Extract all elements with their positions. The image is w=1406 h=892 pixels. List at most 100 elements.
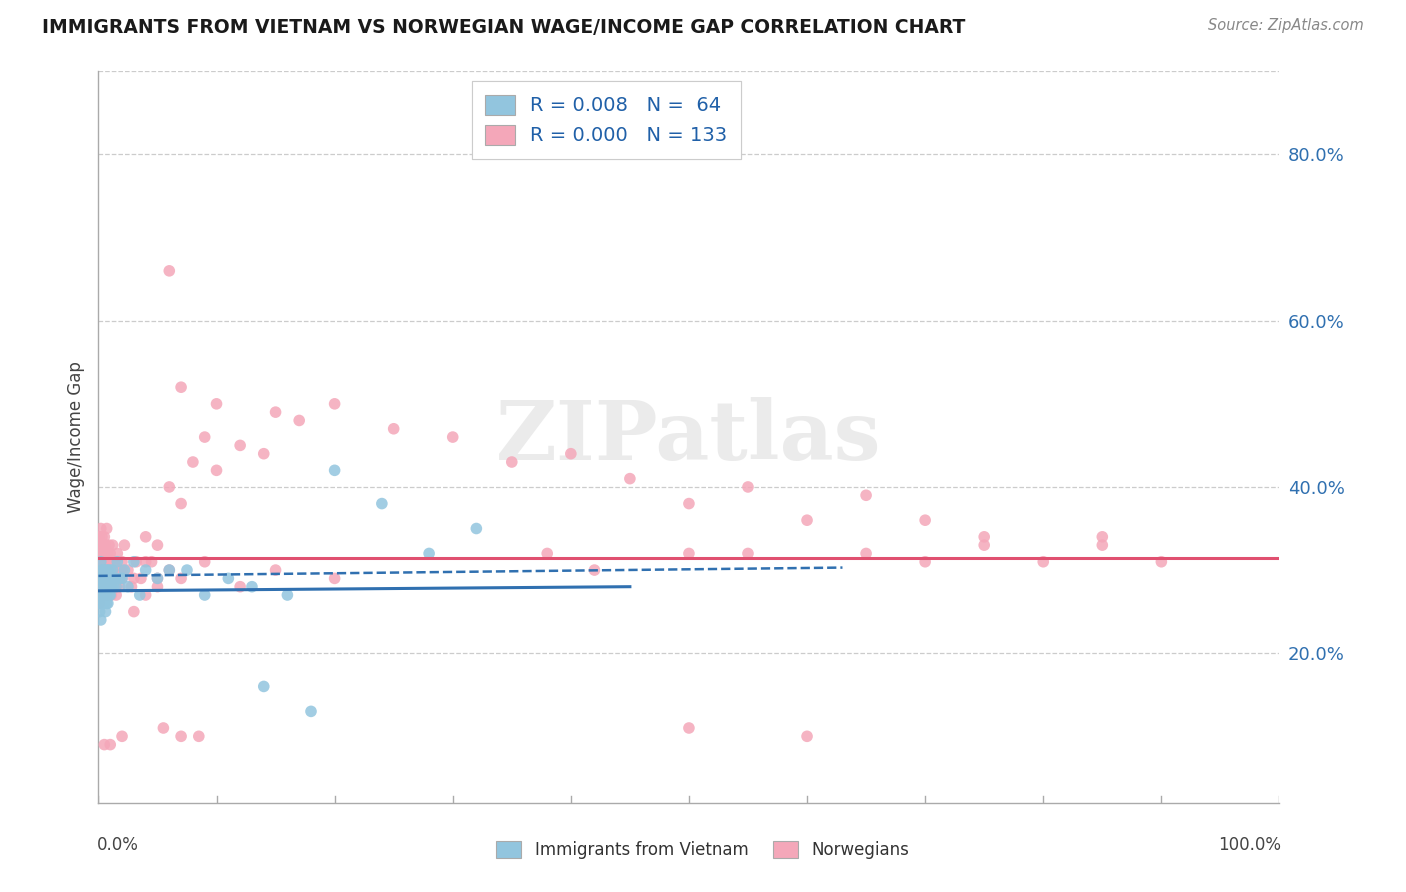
Point xyxy=(91,571,114,585)
Point xyxy=(96,563,118,577)
Point xyxy=(205,397,228,411)
Point xyxy=(90,588,112,602)
Point xyxy=(91,596,114,610)
Point xyxy=(108,580,131,594)
Point xyxy=(91,563,114,577)
Point xyxy=(105,588,128,602)
Point xyxy=(194,555,217,569)
Point xyxy=(176,563,198,577)
Point xyxy=(323,397,346,411)
Point xyxy=(240,580,263,594)
Point xyxy=(91,563,114,577)
Point xyxy=(371,497,394,511)
Point xyxy=(96,580,118,594)
Point xyxy=(91,588,114,602)
Point xyxy=(135,563,157,577)
Point xyxy=(100,580,122,594)
Point xyxy=(98,738,121,752)
Text: 0.0%: 0.0% xyxy=(97,836,139,854)
Point xyxy=(97,580,120,594)
Point xyxy=(107,563,129,577)
Point xyxy=(135,530,157,544)
Point xyxy=(94,588,117,602)
Point xyxy=(97,563,120,577)
Point xyxy=(465,521,488,535)
Point xyxy=(619,472,641,486)
Legend: Immigrants from Vietnam, Norwegians: Immigrants from Vietnam, Norwegians xyxy=(489,834,917,866)
Point xyxy=(90,596,112,610)
Point xyxy=(93,588,115,602)
Point xyxy=(91,563,114,577)
Point xyxy=(194,588,217,602)
Point xyxy=(103,580,125,594)
Point xyxy=(94,571,117,585)
Point xyxy=(96,580,118,594)
Point xyxy=(90,580,112,594)
Point xyxy=(796,513,818,527)
Point xyxy=(104,571,127,585)
Point xyxy=(264,405,287,419)
Point xyxy=(103,580,125,594)
Point xyxy=(121,580,143,594)
Point xyxy=(112,563,135,577)
Point xyxy=(111,571,134,585)
Point xyxy=(98,571,121,585)
Point xyxy=(96,521,118,535)
Point xyxy=(678,721,700,735)
Point xyxy=(89,571,111,585)
Point xyxy=(855,546,877,560)
Point xyxy=(90,555,112,569)
Point xyxy=(94,588,117,602)
Point xyxy=(111,555,134,569)
Point xyxy=(98,546,121,560)
Point xyxy=(122,555,145,569)
Point xyxy=(264,563,287,577)
Point xyxy=(796,729,818,743)
Point xyxy=(94,580,117,594)
Point xyxy=(501,455,523,469)
Point xyxy=(97,555,120,569)
Point xyxy=(128,588,150,602)
Point xyxy=(94,538,117,552)
Point xyxy=(441,430,464,444)
Point xyxy=(914,555,936,569)
Point xyxy=(96,546,118,560)
Point xyxy=(91,580,114,594)
Point xyxy=(229,580,252,594)
Point xyxy=(111,571,134,585)
Point xyxy=(100,555,122,569)
Point xyxy=(90,521,112,535)
Point xyxy=(98,563,121,577)
Point xyxy=(117,580,139,594)
Point xyxy=(157,563,180,577)
Point xyxy=(90,555,112,569)
Point xyxy=(141,555,163,569)
Point xyxy=(170,729,193,743)
Point xyxy=(382,422,405,436)
Point xyxy=(737,546,759,560)
Point xyxy=(122,605,145,619)
Point xyxy=(181,455,204,469)
Point xyxy=(97,580,120,594)
Point xyxy=(146,571,169,585)
Point xyxy=(98,563,121,577)
Point xyxy=(205,463,228,477)
Text: IMMIGRANTS FROM VIETNAM VS NORWEGIAN WAGE/INCOME GAP CORRELATION CHART: IMMIGRANTS FROM VIETNAM VS NORWEGIAN WAG… xyxy=(42,18,966,37)
Point xyxy=(105,546,128,560)
Point xyxy=(737,480,759,494)
Point xyxy=(146,580,169,594)
Point xyxy=(94,571,117,585)
Point xyxy=(418,546,440,560)
Point xyxy=(93,563,115,577)
Point xyxy=(105,580,128,594)
Point xyxy=(1150,555,1173,569)
Point xyxy=(194,430,217,444)
Point xyxy=(98,580,121,594)
Point xyxy=(90,571,112,585)
Point xyxy=(91,580,114,594)
Point xyxy=(217,571,239,585)
Point xyxy=(100,571,122,585)
Point xyxy=(170,497,193,511)
Point xyxy=(90,555,112,569)
Point xyxy=(89,530,111,544)
